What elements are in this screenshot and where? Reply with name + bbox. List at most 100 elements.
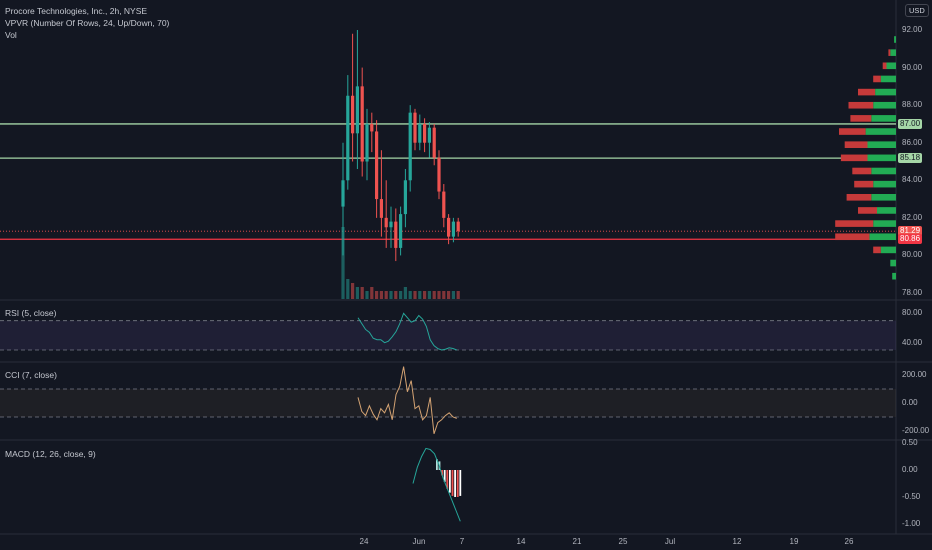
price-axis-tick: 88.00 xyxy=(902,100,923,110)
volume-bar xyxy=(375,291,379,299)
time-axis-tick: 14 xyxy=(516,537,526,546)
cci-line xyxy=(357,366,457,434)
time-axis-tick: 19 xyxy=(789,537,799,546)
volume-bar xyxy=(384,291,388,299)
vpvr-down-bar xyxy=(882,62,887,70)
vpvr-up-bar xyxy=(886,62,896,70)
macd-histogram-bar xyxy=(456,470,459,497)
volume-bar xyxy=(346,279,350,299)
volume-bar xyxy=(379,291,383,299)
cci-axis-tick: -200.00 xyxy=(902,426,930,435)
volume-bar xyxy=(413,291,417,299)
macd-axis-tick: -0.50 xyxy=(902,492,921,501)
currency-badge[interactable]: USD xyxy=(905,4,929,17)
vpvr-up-bar xyxy=(892,272,896,280)
volume-bar xyxy=(403,287,407,299)
volume-bar xyxy=(418,291,422,299)
volume-bar xyxy=(447,291,451,299)
candle-body xyxy=(360,86,364,162)
time-axis-tick: 25 xyxy=(618,537,628,546)
vpvr-up-bar xyxy=(865,128,896,135)
rsi-legend[interactable]: RSI (5, close) xyxy=(5,308,57,318)
time-axis-tick: 24 xyxy=(359,537,369,546)
candle-body xyxy=(423,123,427,143)
volume-bar xyxy=(351,283,355,299)
vpvr-down-bar xyxy=(844,141,868,148)
vpvr-down-bar xyxy=(848,101,874,109)
macd-histogram-bar xyxy=(441,470,443,476)
macd-histogram-bar xyxy=(449,470,451,493)
macd-histogram-bar xyxy=(459,470,462,496)
vpvr-up-bar xyxy=(871,115,896,122)
symbol-title[interactable]: Procore Technologies, Inc., 2h, NYSE xyxy=(5,6,148,16)
cci-axis-tick: 200.00 xyxy=(902,370,927,379)
vpvr-down-bar xyxy=(858,207,877,214)
vpvr-up-bar xyxy=(867,154,896,162)
vpvr-down-bar xyxy=(854,180,874,188)
vpvr-up-bar xyxy=(894,36,896,43)
volume-bar xyxy=(442,291,446,299)
macd-axis-tick: 0.00 xyxy=(902,465,918,474)
cci-axis-tick: 0.00 xyxy=(902,398,918,407)
vpvr-up-bar xyxy=(873,101,896,109)
time-axis-tick: 7 xyxy=(459,537,465,546)
macd-axis-tick: 0.50 xyxy=(902,438,918,447)
candle-body xyxy=(399,214,403,248)
candle-body xyxy=(370,123,374,132)
vpvr-down-bar xyxy=(835,233,870,241)
time-axis-tick: Jun xyxy=(412,537,426,546)
volume-bar xyxy=(355,287,359,299)
cci-band-fill xyxy=(0,389,896,417)
price-axis-tick: 78.00 xyxy=(902,288,923,297)
candle-body xyxy=(365,123,369,162)
candle-body xyxy=(432,127,436,158)
candle-body xyxy=(418,123,422,143)
rsi-axis-tick: 40.00 xyxy=(902,337,923,347)
price-axis-tick: 92.00 xyxy=(902,25,923,34)
volume-bar xyxy=(456,291,460,299)
candle-body xyxy=(384,217,388,228)
macd-legend[interactable]: MACD (12, 26, close, 9) xyxy=(5,449,96,459)
vpvr-up-bar xyxy=(880,246,896,254)
macd-line xyxy=(412,447,461,522)
price-axis-tick: 84.00 xyxy=(902,175,923,185)
vpvr-down-bar xyxy=(852,167,872,175)
volume-bar xyxy=(432,291,436,299)
cci-legend[interactable]: CCI (7, close) xyxy=(5,370,57,380)
vpvr-down-bar xyxy=(888,49,891,56)
vpvr-down-bar xyxy=(846,193,872,201)
vpvr-down-bar xyxy=(840,154,868,162)
volume-bar xyxy=(399,291,403,299)
vpvr-up-bar xyxy=(877,207,896,214)
vpvr-down-bar xyxy=(850,115,872,122)
volume-legend[interactable]: Vol xyxy=(5,30,17,40)
macd-histogram-bar xyxy=(436,459,438,470)
candle-body xyxy=(408,112,412,181)
price-axis-tick: 80.00 xyxy=(902,250,923,260)
rsi-band-fill xyxy=(0,320,896,350)
volume-bar xyxy=(389,291,393,299)
price-axis-tick: 82.00 xyxy=(902,212,923,222)
price-tag: 81.29 xyxy=(898,226,923,237)
price-tag: 80.86 xyxy=(898,234,923,245)
volume-bar xyxy=(341,227,345,299)
vpvr-up-bar xyxy=(873,220,896,227)
candle-body xyxy=(379,199,383,218)
macd-histogram-bar xyxy=(443,470,446,482)
vpvr-up-bar xyxy=(890,49,896,56)
price-tag: 87.00 xyxy=(898,118,923,129)
candle-body xyxy=(451,221,455,237)
vpvr-legend[interactable]: VPVR (Number Of Rows, 24, Up/Down, 70) xyxy=(5,18,170,28)
vpvr-up-bar xyxy=(873,180,896,188)
vpvr-down-bar xyxy=(858,88,876,96)
rsi-line xyxy=(357,312,457,351)
volume-bar xyxy=(423,291,427,299)
candle-body xyxy=(403,180,407,215)
candle-body xyxy=(394,221,398,248)
volume-bar xyxy=(365,291,369,299)
vpvr-down-bar xyxy=(839,128,866,135)
candle-body xyxy=(442,191,446,218)
volume-bar xyxy=(451,291,455,299)
